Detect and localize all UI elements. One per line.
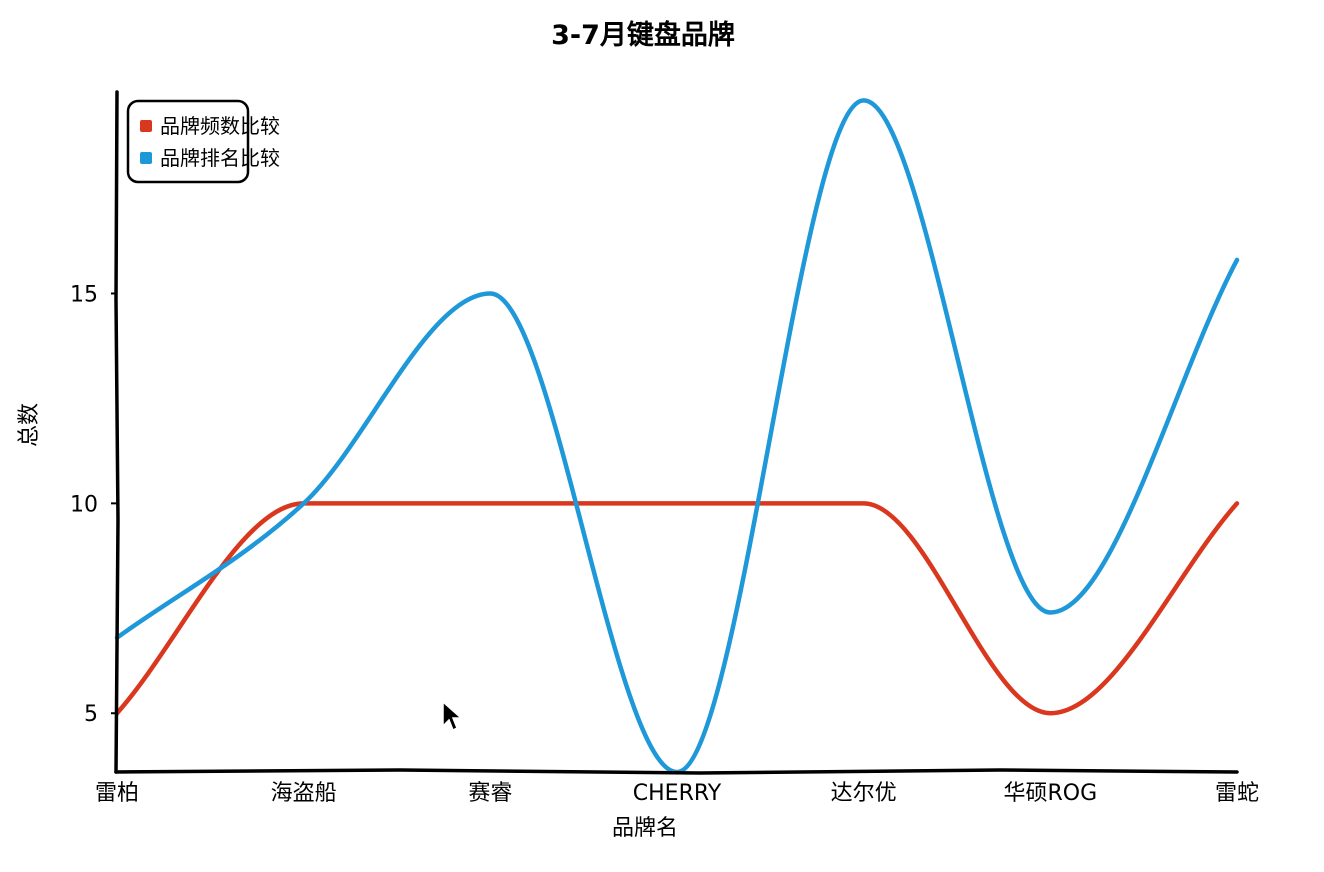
- x-tick-label: 雷柏: [95, 781, 139, 806]
- x-tick-label: 赛睿: [468, 781, 512, 806]
- legend-frame: [126, 99, 250, 184]
- legend-swatch-frequency: [140, 120, 152, 132]
- x-axis-label: 品牌名: [612, 816, 678, 841]
- x-axis-line: [114, 768, 1239, 775]
- y-axis-label: 总数: [17, 403, 42, 447]
- chart-title: 3-7月键盘品牌: [551, 19, 735, 51]
- legend-label-ranking: 品牌排名比较: [160, 146, 280, 170]
- series-line-frequency: [114, 501, 1240, 716]
- x-tick-label: 华硕ROG: [1004, 781, 1098, 806]
- series-line-ranking: [114, 98, 1240, 775]
- x-tick-label: CHERRY: [633, 781, 722, 806]
- x-tick-label: 雷蛇: [1215, 781, 1259, 806]
- legend: 品牌频数比较 品牌排名比较: [126, 99, 280, 184]
- x-tick-label: 海盗船: [271, 781, 337, 806]
- legend-label-frequency: 品牌频数比较: [160, 114, 280, 138]
- legend-swatch-ranking: [140, 152, 152, 164]
- mouse-pointer-icon: [442, 700, 462, 732]
- series-layer: [114, 98, 1240, 775]
- x-ticks: 雷柏 海盗船 赛睿 CHERRY 达尔优 华硕ROG 雷蛇: [95, 781, 1259, 806]
- y-ticks: 5 10 15: [70, 282, 117, 727]
- y-axis-line: [114, 90, 120, 774]
- y-tick-label: 5: [84, 702, 98, 727]
- y-tick-label: 10: [70, 492, 98, 517]
- x-tick-label: 达尔优: [831, 781, 897, 806]
- y-tick-label: 15: [70, 282, 98, 307]
